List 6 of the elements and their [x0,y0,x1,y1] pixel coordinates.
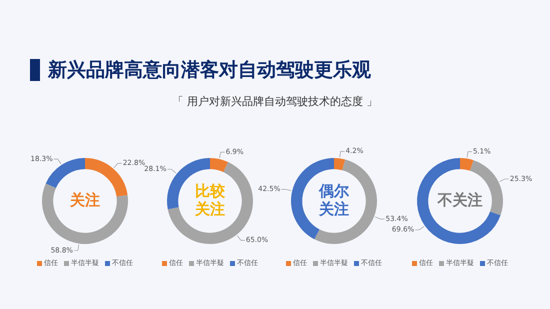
text: 偶尔关注 [318,182,350,218]
text: 比较关注 [194,182,226,218]
text: 「 用户对新兴品牌自动驾驶技术的态度 」 [172,94,378,109]
text: 关注 [69,190,100,209]
text: 新兴品牌高意向潜客对自动驾驶更乐观 [48,58,371,83]
text: 不关注 [436,190,482,209]
